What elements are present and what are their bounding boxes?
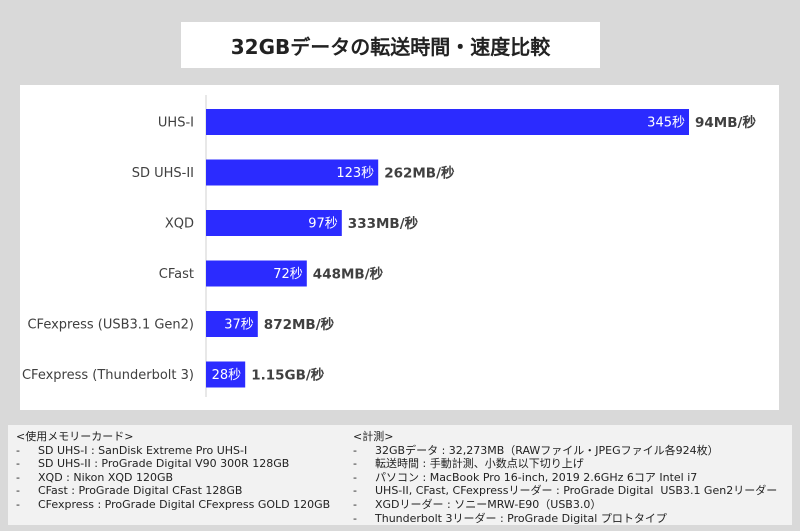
speed-label: 448MB/秒 — [313, 266, 384, 283]
speed-label: 1.15GB/秒 — [251, 367, 325, 384]
speed-label: 872MB/秒 — [264, 316, 335, 333]
bullet-dash: - — [353, 470, 357, 484]
memory-card-notes: <使用メモリーカード> - SD UHS-I : SanDisk Extreme … — [16, 430, 330, 512]
bullet-dash: - — [353, 457, 357, 471]
note-item: - 32GBデータ : 32,273MB（RAWファイル・JPEGファイル各924… — [353, 444, 777, 458]
time-label: 123秒 — [336, 166, 374, 181]
bullet-dash: - — [16, 470, 20, 484]
time-label: 345秒 — [647, 116, 685, 131]
note-item: - パソコン : MacBook Pro 16-inch, 2019 2.6GHz… — [353, 471, 777, 485]
bar — [206, 361, 246, 388]
cards-heading: <使用メモリーカード> — [16, 430, 134, 443]
bullet-dash: - — [353, 443, 357, 457]
speed-label: 333MB/秒 — [348, 215, 419, 232]
time-label: 37秒 — [224, 318, 254, 333]
note-text: UHS-II, CFast, CFexpressリーダー : ProGrade … — [375, 484, 778, 498]
speed-label: 262MB/秒 — [384, 165, 455, 182]
note-item: - CFexpress : ProGrade Digital CFexpress … — [16, 498, 330, 512]
bullet-dash: - — [16, 443, 20, 457]
time-label: 72秒 — [273, 267, 303, 282]
note-item: - Thunderbolt 3リーダー : ProGrade Digital プロ… — [353, 512, 777, 526]
bullet-dash: - — [353, 484, 357, 498]
category-label: SD UHS-II — [132, 166, 194, 181]
notes-panel: <使用メモリーカード> - SD UHS-I : SanDisk Extreme … — [8, 425, 792, 525]
speed-label: 94MB/秒 — [695, 114, 756, 131]
note-item: - XQD : Nikon XQD 120GB — [16, 471, 330, 485]
bar — [206, 311, 258, 337]
chart-svg: UHS-I 345秒 94MB/秒 SD UHS-II 123秒 262MB/秒 XQD 97… — [22, 95, 756, 397]
note-item: - SD UHS-II : ProGrade Digital V90 300R 1… — [16, 457, 330, 471]
bullet-dash: - — [16, 497, 20, 511]
note-text: XGDリーダー : ソニーMRW-E90（USB3.0） — [375, 497, 602, 511]
category-label: CFast — [159, 267, 194, 282]
note-item: - XGDリーダー : ソニーMRW-E90（USB3.0） — [353, 498, 777, 512]
note-text: 転送時間 : 手動計測、小数点以下切り上げ — [375, 457, 584, 471]
note-text: SD UHS-I : SanDisk Extreme Pro UHS-I — [38, 443, 248, 457]
note-text: CFexpress : ProGrade Digital CFexpress G… — [38, 497, 331, 511]
category-label: CFexpress (Thunderbolt 3) — [22, 368, 194, 383]
bullet-dash: - — [16, 457, 20, 471]
category-label: XQD — [165, 217, 194, 232]
time-label: 28秒 — [212, 368, 242, 383]
bar — [206, 260, 307, 287]
category-label: UHS-I — [158, 116, 194, 131]
bullet-dash: - — [353, 497, 357, 511]
note-text: 32GBデータ : 32,273MB（RAWファイル・JPEGファイル各924枚… — [375, 443, 719, 457]
bar — [206, 109, 689, 135]
bar-chart: UHS-I 345秒 94MB/秒 SD UHS-II 123秒 262MB/秒 XQD 97… — [20, 85, 779, 410]
note-item: - 転送時間 : 手動計測、小数点以下切り上げ — [353, 457, 777, 471]
note-item: - UHS-II, CFast, CFexpressリーダー : ProGrade… — [353, 484, 777, 498]
measure-heading: <計測> — [353, 430, 394, 443]
note-text: XQD : Nikon XQD 120GB — [38, 470, 174, 484]
bar — [206, 210, 342, 236]
category-label: CFexpress (USB3.1 Gen2) — [27, 318, 194, 333]
note-text: Thunderbolt 3リーダー : ProGrade Digital プロト… — [375, 511, 667, 525]
bullet-dash: - — [353, 511, 357, 525]
note-item: - SD UHS-I : SanDisk Extreme Pro UHS-I — [16, 444, 330, 458]
note-item: - CFast : ProGrade Digital CFast 128GB — [16, 484, 330, 498]
time-label: 97秒 — [308, 217, 338, 232]
chart-title: 32GBデータの転送時間・速度比較 — [181, 22, 600, 68]
note-text: SD UHS-II : ProGrade Digital V90 300R 12… — [38, 457, 290, 471]
note-text: CFast : ProGrade Digital CFast 128GB — [38, 484, 243, 498]
note-text: パソコン : MacBook Pro 16-inch, 2019 2.6GHz … — [375, 470, 698, 484]
measurement-notes: <計測> - 32GBデータ : 32,273MB（RAWファイル・JPEGファイ… — [353, 430, 777, 525]
bar — [206, 159, 379, 186]
bullet-dash: - — [16, 484, 20, 498]
